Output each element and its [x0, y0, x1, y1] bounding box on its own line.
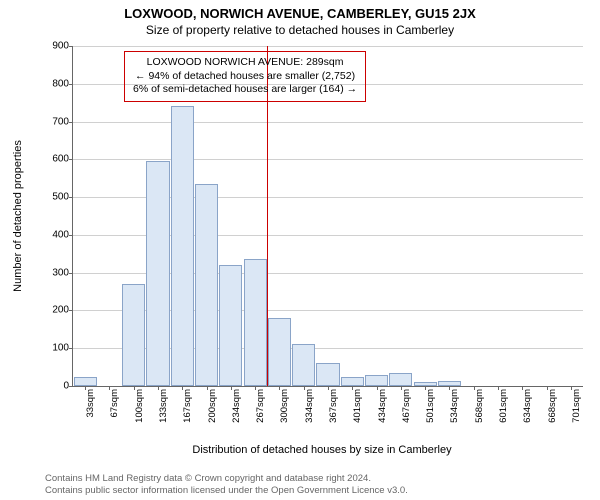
- xtick-label: 401sqm: [352, 389, 363, 423]
- ytick-mark: [69, 84, 73, 85]
- footer-line-1: Contains HM Land Registry data © Crown c…: [45, 473, 408, 484]
- histogram-bar: [146, 161, 169, 386]
- xtick-label: 668sqm: [547, 389, 558, 423]
- xtick-label: 601sqm: [498, 389, 509, 423]
- ytick-mark: [69, 46, 73, 47]
- histogram-bar: [292, 344, 315, 386]
- histogram-bar: [74, 377, 97, 386]
- ytick-mark: [69, 386, 73, 387]
- annotation-line-larger: 6% of semi-detached houses are larger (1…: [133, 83, 357, 97]
- xtick-label: 33sqm: [85, 389, 96, 418]
- gridline-h: [73, 46, 583, 47]
- ytick-label: 700: [52, 116, 69, 127]
- xtick-label: 200sqm: [207, 389, 218, 423]
- histogram-bar: [244, 259, 267, 386]
- histogram-bar: [195, 184, 218, 386]
- xtick-label: 367sqm: [328, 389, 339, 423]
- ytick-mark: [69, 159, 73, 160]
- annotation-line-smaller: ← 94% of detached houses are smaller (2,…: [133, 70, 357, 84]
- ytick-label: 0: [63, 381, 69, 392]
- xtick-label: 534sqm: [449, 389, 460, 423]
- ytick-mark: [69, 310, 73, 311]
- y-axis-label: Number of detached properties: [12, 46, 28, 386]
- ytick-mark: [69, 273, 73, 274]
- xtick-label: 701sqm: [571, 389, 582, 423]
- histogram-bar: [122, 284, 145, 386]
- xtick-label: 300sqm: [279, 389, 290, 423]
- page-title-1: LOXWOOD, NORWICH AVENUE, CAMBERLEY, GU15…: [0, 0, 600, 21]
- ytick-label: 900: [52, 41, 69, 52]
- xtick-label: 100sqm: [134, 389, 145, 423]
- ytick-mark: [69, 197, 73, 198]
- xtick-label: 568sqm: [474, 389, 485, 423]
- xtick-label: 434sqm: [377, 389, 388, 423]
- ytick-label: 400: [52, 229, 69, 240]
- xtick-label: 133sqm: [158, 389, 169, 423]
- histogram-bar: [389, 373, 412, 386]
- ytick-label: 500: [52, 192, 69, 203]
- xtick-label: 234sqm: [231, 389, 242, 423]
- histogram-bar: [171, 106, 194, 386]
- xtick-label: 67sqm: [109, 389, 120, 418]
- ytick-label: 200: [52, 305, 69, 316]
- histogram-bar: [268, 318, 291, 386]
- annotation-box: LOXWOOD NORWICH AVENUE: 289sqm ← 94% of …: [124, 51, 366, 102]
- ytick-mark: [69, 122, 73, 123]
- page-title-2: Size of property relative to detached ho…: [0, 21, 600, 39]
- xtick-label: 501sqm: [425, 389, 436, 423]
- histogram-bar: [365, 375, 388, 386]
- ytick-label: 800: [52, 78, 69, 89]
- x-axis-label: Distribution of detached houses by size …: [72, 444, 572, 456]
- ytick-label: 600: [52, 154, 69, 165]
- footer-line-2: Contains public sector information licen…: [45, 485, 408, 496]
- chart-container: Number of detached properties 0100200300…: [32, 46, 587, 426]
- histogram-bar: [341, 377, 364, 386]
- annotation-title: LOXWOOD NORWICH AVENUE: 289sqm: [133, 56, 357, 70]
- ytick-label: 300: [52, 267, 69, 278]
- histogram-bar: [316, 363, 339, 386]
- xtick-label: 334sqm: [304, 389, 315, 423]
- xtick-label: 167sqm: [182, 389, 193, 423]
- footer-attribution: Contains HM Land Registry data © Crown c…: [45, 473, 408, 496]
- xtick-label: 267sqm: [255, 389, 266, 423]
- ytick-label: 100: [52, 343, 69, 354]
- gridline-h: [73, 122, 583, 123]
- plot-area: 010020030040050060070080090033sqm67sqm10…: [72, 46, 583, 387]
- ytick-mark: [69, 235, 73, 236]
- xtick-label: 467sqm: [401, 389, 412, 423]
- ytick-mark: [69, 348, 73, 349]
- xtick-label: 634sqm: [522, 389, 533, 423]
- histogram-bar: [219, 265, 242, 386]
- gridline-h: [73, 159, 583, 160]
